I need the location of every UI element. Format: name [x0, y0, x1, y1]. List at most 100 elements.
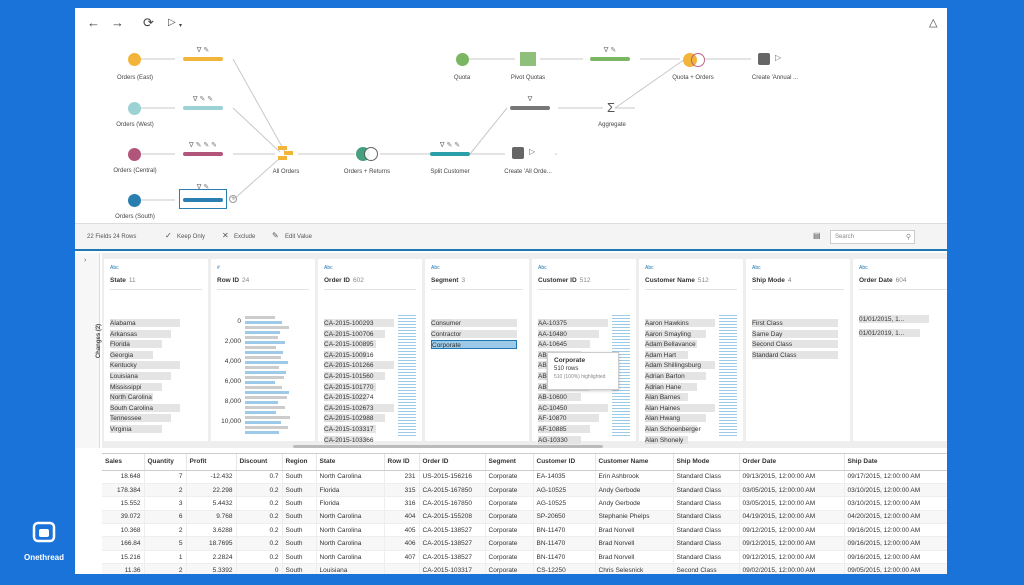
value-item[interactable]: CA-2015-100916: [324, 351, 374, 359]
table-cell[interactable]: 03/05/2015, 12:00:00 AM: [739, 496, 845, 511]
value-item[interactable]: CA-2015-102274: [324, 394, 374, 402]
value-item[interactable]: Alan Barnes: [645, 394, 681, 402]
table-cell[interactable]: 5: [144, 536, 187, 551]
table-cell[interactable]: Brad Norvell: [595, 536, 674, 551]
table-cell[interactable]: 03/10/2015, 12:00:00 AM: [844, 496, 947, 511]
refresh-icon[interactable]: ⟳: [143, 15, 154, 30]
field-name[interactable]: Ship Mode 4: [752, 277, 792, 284]
table-row[interactable]: 18.648 7 -12.432 0.7 South North Carolina 231 U…: [102, 470, 947, 484]
value-bar[interactable]: [431, 329, 517, 338]
value-bar[interactable]: [752, 350, 838, 359]
column-header[interactable]: Customer Name: [595, 454, 674, 471]
value-item[interactable]: Aaron Smayling: [645, 330, 691, 338]
value-bar[interactable]: [645, 382, 697, 391]
table-cell[interactable]: 09/12/2015, 12:00:00 AM: [739, 536, 845, 551]
column-header[interactable]: Sales: [102, 454, 145, 471]
table-cell[interactable]: South: [282, 470, 317, 484]
value-item[interactable]: AA-10480: [538, 330, 567, 338]
value-item[interactable]: Second Class: [752, 341, 793, 349]
value-bar[interactable]: [431, 319, 517, 327]
value-item[interactable]: CA-2015-100293: [324, 320, 374, 327]
value-item[interactable]: AG-10330: [538, 436, 568, 444]
table-cell[interactable]: Chris Selesnick: [595, 563, 674, 574]
value-bar[interactable]: [110, 425, 162, 433]
value-bar[interactable]: [645, 393, 688, 402]
table-cell[interactable]: South: [282, 496, 317, 511]
table-cell[interactable]: North Carolina: [316, 523, 385, 538]
table-cell[interactable]: 10.368: [102, 523, 145, 538]
edit-value-button[interactable]: Edit Value: [285, 234, 312, 240]
histogram-bar[interactable]: [245, 401, 278, 404]
value-bar[interactable]: [538, 319, 608, 327]
value-bar[interactable]: [752, 329, 838, 338]
table-cell[interactable]: 0.2: [236, 550, 283, 565]
value-bar[interactable]: [645, 372, 706, 380]
value-item[interactable]: Same Day: [752, 330, 783, 338]
histogram-bar[interactable]: [245, 411, 276, 414]
horizontal-scrollbar[interactable]: [293, 445, 603, 448]
table-cell[interactable]: Brad Norvell: [595, 523, 674, 538]
table-cell[interactable]: Corporate: [485, 536, 534, 551]
value-bar[interactable]: [110, 414, 171, 423]
table-cell[interactable]: 18.7695: [186, 536, 237, 551]
value-bar[interactable]: [752, 340, 838, 349]
keep-only-button[interactable]: Keep Only: [177, 234, 206, 240]
histogram-bar[interactable]: [245, 331, 280, 334]
value-bar[interactable]: [538, 329, 599, 338]
table-cell[interactable]: AG-10525: [533, 483, 596, 498]
histogram-bar[interactable]: [245, 346, 276, 349]
field-name[interactable]: Customer Name 512: [645, 277, 709, 284]
value-bar[interactable]: [538, 435, 581, 444]
value-item[interactable]: CA-2015-100895: [324, 341, 374, 349]
clean-step-bar[interactable]: [183, 152, 223, 156]
table-cell[interactable]: South: [282, 523, 317, 538]
table-cell[interactable]: 09/12/2015, 12:00:00 AM: [739, 523, 845, 538]
value-bar[interactable]: [324, 340, 376, 349]
table-cell[interactable]: 0.2: [236, 510, 283, 525]
table-cell[interactable]: Standard Class: [673, 550, 740, 565]
value-item[interactable]: Consumer: [431, 320, 461, 327]
histogram-bar[interactable]: [245, 341, 285, 344]
histogram-bar[interactable]: [245, 361, 288, 364]
value-item[interactable]: CA-2015-100706: [324, 330, 374, 338]
table-cell[interactable]: 09/16/2015, 12:00:00 AM: [844, 523, 947, 538]
value-item[interactable]: Mississippi: [110, 383, 142, 391]
table-cell[interactable]: 03/05/2015, 12:00:00 AM: [739, 483, 845, 498]
field-name[interactable]: Segment 3: [431, 277, 466, 284]
table-cell[interactable]: South: [282, 550, 317, 565]
table-cell[interactable]: 09/02/2015, 12:00:00 AM: [739, 563, 845, 574]
value-item[interactable]: CA-2015-101266: [324, 362, 374, 370]
value-bar[interactable]: [110, 340, 162, 349]
table-cell[interactable]: EA-14035: [533, 470, 596, 484]
value-item[interactable]: Alan Haines: [645, 404, 681, 412]
table-cell[interactable]: South: [282, 563, 317, 574]
aggregate-icon[interactable]: Σ: [607, 100, 616, 115]
value-bar[interactable]: [645, 350, 688, 359]
value-item[interactable]: AB-10600: [538, 394, 567, 402]
histogram-bar[interactable]: [245, 356, 281, 359]
selected-step-box[interactable]: [179, 189, 227, 209]
table-cell[interactable]: Corporate: [485, 470, 534, 484]
value-bar[interactable]: [645, 329, 706, 338]
output-icon[interactable]: [758, 53, 770, 65]
table-cell[interactable]: Erin Ashbrook: [595, 470, 674, 484]
value-bar[interactable]: [110, 382, 162, 391]
value-bar[interactable]: [324, 403, 394, 412]
table-cell[interactable]: Corporate: [485, 510, 534, 525]
profile-card[interactable]: Abc Ship Mode 4 First Class Same Day Second C…: [746, 259, 850, 441]
back-icon[interactable]: ←: [87, 15, 100, 30]
table-cell[interactable]: 316: [384, 496, 420, 511]
table-cell[interactable]: North Carolina: [316, 510, 385, 525]
table-cell[interactable]: South: [282, 536, 317, 551]
histogram-bar[interactable]: [245, 406, 285, 409]
table-cell[interactable]: CA-2015-138527: [419, 523, 486, 538]
value-item[interactable]: Aaron Hawkins: [645, 320, 689, 327]
table-cell[interactable]: 7: [144, 470, 187, 484]
table-cell[interactable]: 09/13/2015, 12:00:00 AM: [739, 470, 845, 484]
value-bar[interactable]: [538, 403, 608, 412]
histogram-bar[interactable]: [245, 326, 289, 329]
value-bar[interactable]: [645, 403, 715, 412]
table-cell[interactable]: Standard Class: [673, 470, 740, 484]
table-cell[interactable]: BN-11470: [533, 550, 596, 565]
table-cell[interactable]: North Carolina: [316, 536, 385, 551]
